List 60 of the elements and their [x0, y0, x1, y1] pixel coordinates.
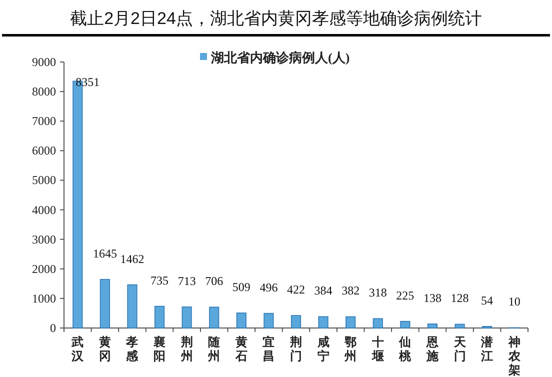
data-label: 509 [232, 280, 250, 294]
data-label: 706 [205, 274, 224, 288]
bar [209, 306, 220, 328]
y-tick-label: 6000 [32, 144, 56, 158]
bar [290, 315, 302, 328]
data-label: 713 [178, 274, 196, 288]
data-label: 496 [260, 280, 278, 294]
x-tick-label: 鄂州 [344, 335, 357, 363]
data-label: 382 [342, 284, 360, 298]
x-tick-label: 潜江 [480, 335, 494, 363]
x-tick-label: 襄阳 [152, 335, 166, 363]
bar [427, 324, 438, 328]
data-label: 422 [287, 282, 305, 297]
y-tick-label: 8000 [32, 84, 56, 99]
y-tick-label: 5000 [32, 173, 56, 188]
data-label: 138 [423, 290, 442, 305]
legend-label: 湖北省内确诊病例人(人) [210, 50, 350, 65]
y-tick-label: 9000 [32, 55, 56, 69]
x-tick-label: 天门 [452, 335, 467, 363]
data-label: 735 [150, 273, 169, 288]
bar [100, 278, 110, 328]
x-tick-label: 宜昌 [262, 335, 275, 363]
data-label: 384 [314, 284, 332, 298]
bar [400, 320, 410, 328]
data-label: 1462 [120, 252, 144, 266]
data-label: 225 [396, 288, 414, 302]
chart-title: 截止2月2日24点，湖北省内黄冈孝感等地确诊病例统计 [70, 9, 482, 28]
x-tick-label: 神农架 [507, 335, 522, 377]
bar [318, 316, 328, 328]
y-tick-label: 4000 [32, 202, 56, 217]
x-tick-label: 武汉 [70, 335, 85, 363]
x-tick-label: 恩施 [425, 335, 440, 363]
data-label: 10 [508, 294, 520, 309]
data-label: 318 [368, 286, 387, 300]
bar [154, 306, 165, 328]
bar [346, 316, 356, 328]
bar [127, 284, 138, 328]
y-tick-label: 0 [50, 321, 56, 335]
bar [182, 306, 192, 328]
x-tick-label: 荆州 [180, 335, 193, 363]
x-tick-label: 黄石 [234, 335, 248, 363]
bar [264, 312, 274, 328]
x-tick-label: 黄冈 [98, 335, 111, 363]
x-tick-label: 孝感 [125, 335, 140, 363]
data-label: 1645 [92, 246, 117, 260]
y-tick-label: 3000 [32, 232, 56, 246]
data-label: 54 [481, 293, 494, 308]
x-tick-label: 随州 [207, 335, 222, 363]
x-tick-label: 咸宁 [316, 335, 330, 363]
x-tick-label: 十堰 [370, 335, 384, 363]
data-label: 128 [450, 291, 469, 306]
y-tick-label: 2000 [32, 262, 56, 276]
x-tick-label: 荆门 [289, 335, 302, 363]
bar [372, 318, 383, 328]
y-tick-label: 1000 [32, 291, 56, 306]
data-label: 8351 [76, 75, 100, 90]
x-tick-label: 仙桃 [398, 335, 412, 363]
bar [236, 312, 246, 328]
bar [454, 324, 465, 328]
y-tick-label: 7000 [32, 114, 56, 128]
